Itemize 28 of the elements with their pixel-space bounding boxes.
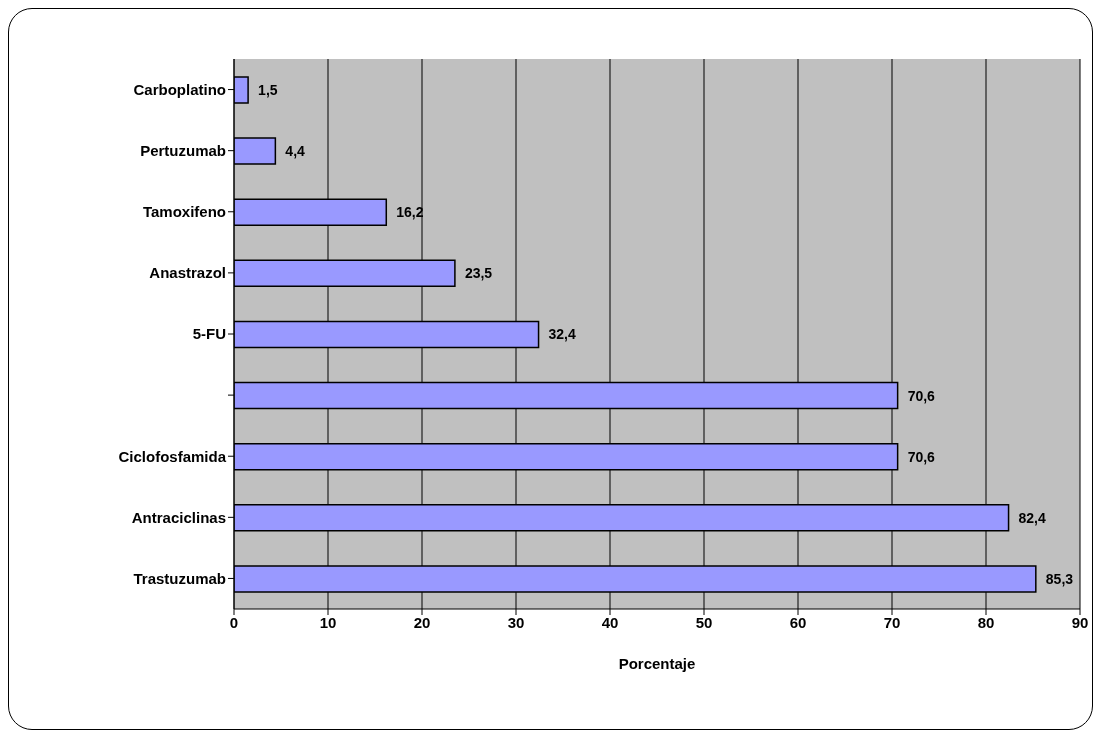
x-tick-label: 60 — [789, 613, 807, 631]
data-label: 1,5 — [258, 82, 278, 98]
x-tick-label: 90 — [1071, 613, 1089, 631]
data-label: 23,5 — [464, 265, 493, 282]
data-label: 70,6 — [907, 387, 936, 404]
x-tick-label: 80 — [977, 613, 995, 631]
x-axis-title: Porcentaje — [618, 655, 696, 672]
x-tick-label: 70 — [883, 613, 901, 631]
y-tick-label: Ciclofosfamida — [118, 447, 227, 465]
data-label: 70,6 — [907, 448, 936, 465]
y-tick-label: Carboplatino — [133, 80, 226, 98]
y-tick-label: 5-FU — [192, 325, 226, 343]
y-tick-label: Anastrazol — [149, 264, 226, 282]
x-tick-label: 40 — [601, 613, 619, 631]
x-tick-label: 0 — [229, 613, 239, 631]
y-tick-label: Pertuzumab — [140, 141, 226, 159]
data-label: 4,4 — [285, 143, 306, 160]
x-tick-label: 30 — [507, 613, 525, 631]
x-tick-label: 10 — [319, 613, 337, 631]
data-label: 82,4 — [1018, 509, 1047, 526]
data-label: 32,4 — [548, 326, 577, 343]
data-label: 85,3 — [1045, 570, 1074, 587]
y-tick-label: Tamoxifeno — [142, 203, 226, 221]
y-tick-label: Trastuzumab — [133, 569, 226, 587]
x-tick-label: 20 — [413, 613, 431, 631]
data-label: 16,2 — [396, 204, 424, 221]
y-tick-label: Antraciclinas — [131, 508, 226, 526]
x-tick-label: 50 — [695, 613, 713, 631]
